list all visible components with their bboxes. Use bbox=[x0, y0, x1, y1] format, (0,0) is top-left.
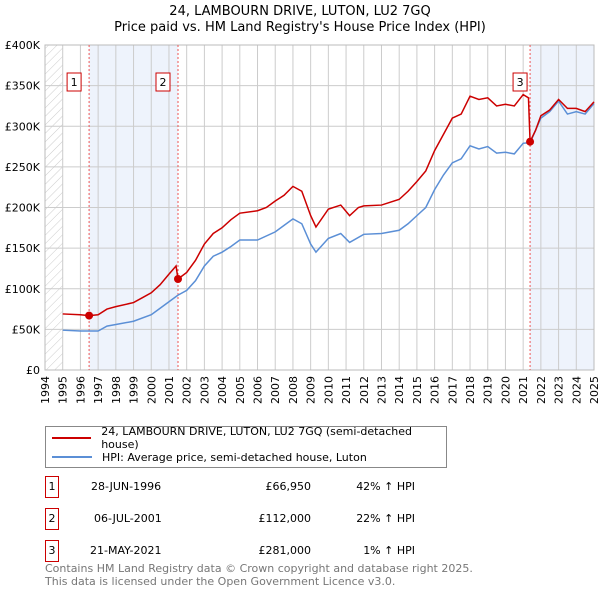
legend-swatch bbox=[52, 437, 92, 439]
transaction-row: 3 21-MAY-2021 £281,000 1% ↑ HPI bbox=[45, 540, 445, 562]
price: £112,000 bbox=[258, 512, 312, 525]
y-tick-label: £200K bbox=[5, 202, 41, 215]
x-tick-label: 2000 bbox=[145, 376, 158, 404]
date: 06-JUL-2001 bbox=[94, 512, 162, 525]
x-tick-label: 2015 bbox=[411, 376, 424, 404]
x-tick-label: 2012 bbox=[358, 376, 371, 404]
date: 21-MAY-2021 bbox=[90, 544, 162, 557]
x-tick-label: 1998 bbox=[110, 376, 123, 404]
y-tick-label: £100K bbox=[5, 283, 41, 296]
sale-label-box bbox=[66, 72, 82, 92]
legend-label: 24, LAMBOURN DRIVE, LUTON, LU2 7GQ (semi… bbox=[101, 425, 412, 451]
x-tick-label: 2006 bbox=[252, 376, 265, 404]
legend: 24, LAMBOURN DRIVE, LUTON, LU2 7GQ (semi… bbox=[45, 425, 447, 468]
y-tick-label: £0 bbox=[26, 364, 40, 377]
x-tick-label: 2018 bbox=[464, 376, 477, 404]
x-tick-label: 1999 bbox=[128, 376, 141, 404]
x-tick-label: 2011 bbox=[340, 376, 353, 404]
legend-item-hpi: HPI: Average price, semi-detached house,… bbox=[52, 448, 367, 466]
x-tick-label: 2021 bbox=[517, 376, 530, 404]
sale-point bbox=[173, 275, 182, 283]
y-tick-label: £300K bbox=[5, 120, 41, 133]
sale-point bbox=[85, 311, 94, 320]
x-tick-label: 1996 bbox=[74, 376, 87, 404]
transaction-row: 1 28-JUN-1996 £66,950 42% ↑ HPI bbox=[45, 476, 445, 498]
sale-label: 2 bbox=[159, 76, 166, 89]
legend-label: HPI: Average price, semi-detached house,… bbox=[102, 450, 367, 464]
x-tick-label: 2020 bbox=[499, 376, 512, 404]
transaction-row: 2 06-JUL-2001 £112,000 22% ↑ HPI bbox=[45, 508, 445, 530]
property-price-line bbox=[62, 93, 595, 317]
x-tick-label: 1997 bbox=[92, 376, 105, 404]
y-tick-label: £400K bbox=[5, 39, 41, 52]
chart-subtitle: Price paid vs. HM Land Registry's House … bbox=[114, 20, 486, 35]
x-tick-label: 2003 bbox=[198, 376, 211, 404]
y-tick-label: £50K bbox=[12, 323, 41, 336]
sale-label-box bbox=[512, 72, 528, 92]
x-tick-label: 1994 bbox=[39, 376, 52, 404]
footer-license: This data is licensed under the Open Gov… bbox=[45, 575, 396, 588]
x-tick-label: 2024 bbox=[570, 376, 583, 404]
x-tick-label: 1995 bbox=[57, 376, 70, 404]
sale-point bbox=[526, 137, 535, 146]
x-tick-label: 2022 bbox=[535, 376, 548, 404]
y-tick-label: £350K bbox=[5, 80, 41, 93]
price-chart: 1994 1995 1996 1997 1998 1999 2000 2001 2002 2003… bbox=[5, 39, 600, 404]
x-tick-label: 2010 bbox=[322, 376, 335, 404]
date: 28-JUN-1996 bbox=[91, 480, 162, 493]
sale-label-box bbox=[155, 72, 171, 92]
hpi-diff: 1% ↑ HPI bbox=[363, 544, 415, 557]
marker-badge: 2 bbox=[45, 508, 59, 530]
x-tick-label: 2005 bbox=[234, 376, 247, 404]
legend-item-property: 24, LAMBOURN DRIVE, LUTON, LU2 7GQ (semi… bbox=[52, 425, 446, 451]
sale-label: 1 bbox=[71, 76, 78, 89]
x-tick-label: 2016 bbox=[429, 376, 442, 404]
x-tick-label: 2007 bbox=[269, 376, 282, 404]
legend-swatch bbox=[52, 456, 92, 458]
plot-border bbox=[44, 44, 595, 371]
x-tick-label: 2025 bbox=[588, 376, 600, 404]
hpi-line bbox=[62, 99, 595, 332]
hpi-diff: 22% ↑ HPI bbox=[356, 512, 415, 525]
marker-badge: 3 bbox=[45, 540, 59, 562]
y-tick-label: £150K bbox=[5, 242, 41, 255]
x-tick-label: 2009 bbox=[305, 376, 318, 404]
x-tick-label: 2013 bbox=[375, 376, 388, 404]
price: £281,000 bbox=[258, 544, 312, 557]
chart-title: 24, LAMBOURN DRIVE, LUTON, LU2 7GQ bbox=[169, 4, 431, 19]
price: £66,950 bbox=[265, 480, 312, 493]
x-tick-label: 2017 bbox=[446, 376, 459, 404]
footer-copyright: Contains HM Land Registry data © Crown c… bbox=[45, 562, 473, 575]
sale-label: 3 bbox=[517, 76, 524, 89]
x-tick-label: 2014 bbox=[393, 376, 406, 404]
x-tick-label: 2019 bbox=[482, 376, 495, 404]
x-tick-label: 2008 bbox=[287, 376, 300, 404]
y-tick-label: £250K bbox=[5, 161, 41, 174]
marker-badge: 1 bbox=[45, 476, 59, 498]
x-tick-label: 2002 bbox=[181, 376, 194, 404]
x-tick-label: 2001 bbox=[163, 376, 176, 404]
x-tick-label: 2023 bbox=[553, 376, 566, 404]
hpi-diff: 42% ↑ HPI bbox=[356, 480, 415, 493]
x-tick-label: 2004 bbox=[216, 376, 229, 404]
